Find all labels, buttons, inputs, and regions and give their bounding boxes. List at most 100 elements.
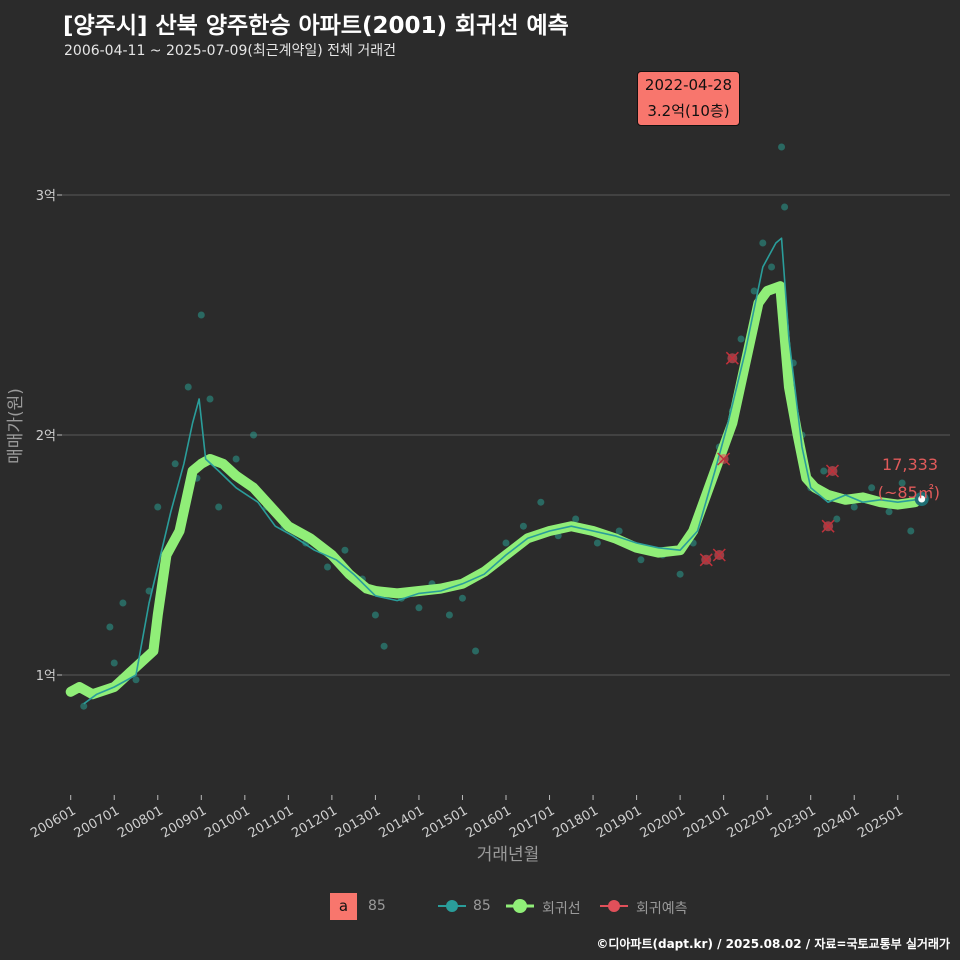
end-point-dot <box>918 495 926 503</box>
scatter-point <box>593 539 601 547</box>
scatter-point <box>80 702 88 710</box>
prediction-cross <box>712 548 726 562</box>
prediction-cross <box>699 553 713 567</box>
footer-credit: ©디아파트(dapt.kr) / 2025.08.02 / 자료=국토교통부 실… <box>596 937 950 951</box>
callout-value: 3.2억(10층) <box>647 102 730 120</box>
prediction-cross <box>821 519 835 533</box>
scatter-point <box>868 484 876 492</box>
scatter-point <box>119 599 127 607</box>
x-tick-label: 201901 <box>594 803 644 841</box>
prediction-cross <box>825 464 840 478</box>
scatter-point <box>324 563 332 571</box>
scatter-point <box>106 623 114 631</box>
scatter-point <box>759 239 767 247</box>
scatter-point <box>850 503 858 511</box>
x-tick-label: 201501 <box>420 803 470 841</box>
legend-a-key: a <box>330 893 357 920</box>
scatter-point <box>750 287 758 295</box>
scatter-point <box>537 498 545 506</box>
scatter-point <box>154 503 162 511</box>
legend-line-label: 85 <box>473 898 491 914</box>
y-tick-label: 1억 <box>36 669 56 684</box>
y-axis-label: 매매가(원) <box>6 388 26 464</box>
legend-icons <box>438 899 628 913</box>
scatter-point <box>898 479 906 487</box>
scatter-point <box>833 515 841 523</box>
x-tick-label: 202301 <box>768 803 818 841</box>
scatter-point <box>502 539 510 547</box>
scatter-point <box>371 611 379 619</box>
x-tick-label: 201601 <box>464 803 514 841</box>
scatter-point <box>737 335 745 343</box>
scatter-point <box>885 508 893 516</box>
scatter-point <box>197 311 205 319</box>
x-tick-label: 202401 <box>812 803 862 841</box>
scatter-point <box>519 522 527 530</box>
average-series <box>83 237 916 705</box>
chart-subtitle: 2006-04-11 ~ 2025-07-09(최근계약일) 전체 거래건 <box>64 43 396 59</box>
regression-series <box>65 281 921 700</box>
legend-prediction-icon <box>608 900 620 912</box>
y-tick-label: 2억 <box>36 429 56 444</box>
x-tick-label: 202001 <box>638 803 688 841</box>
x-tick-label: 202101 <box>681 803 731 841</box>
average-line <box>83 237 916 705</box>
scatter-point <box>820 467 828 475</box>
scatter-point <box>380 642 388 650</box>
scatter-point <box>445 611 453 619</box>
scatter-point <box>250 431 258 439</box>
x-tick-label: 201201 <box>289 803 339 841</box>
chart-title: [양주시] 산북 양주한승 아파트(2001) 회귀선 예측 <box>63 13 569 39</box>
x-tick-label: 201001 <box>202 803 252 841</box>
scatter-point <box>781 203 789 211</box>
end-point <box>914 492 929 507</box>
scatter-point <box>206 395 214 403</box>
scatter-point <box>615 527 623 535</box>
prediction-cross <box>717 452 731 466</box>
x-tick-label: 200701 <box>72 803 122 841</box>
scatter-point <box>232 455 240 463</box>
scatter-point <box>184 383 192 391</box>
scatter-points <box>80 143 915 710</box>
scatter-point <box>132 676 140 684</box>
scatter-point <box>768 263 776 271</box>
legend-a-label: 85 <box>368 898 386 914</box>
callout-date: 2022-04-28 <box>644 76 733 94</box>
scatter-point <box>110 659 118 667</box>
legend-regression-label: 회귀선 <box>542 901 581 917</box>
x-tick-label: 201301 <box>333 803 383 841</box>
x-tick-label: 201401 <box>376 803 426 841</box>
scatter-point <box>215 503 223 511</box>
x-tick-label: 201801 <box>551 803 601 841</box>
scatter-point <box>341 546 349 554</box>
scatter-point <box>637 556 645 564</box>
legend-85-icon <box>446 900 458 912</box>
x-tick-label: 200601 <box>28 803 78 841</box>
legend-prediction-label: 회귀예측 <box>636 901 688 917</box>
grid-lines: 1억 2억 3억 <box>36 189 950 684</box>
prediction-cross <box>725 351 739 365</box>
x-tick-label: 201101 <box>246 803 296 841</box>
legend-regression-icon <box>513 899 527 913</box>
end-value-label: 17,333 <box>882 455 938 474</box>
scatter-point <box>572 515 580 523</box>
scatter-point <box>415 604 423 612</box>
regression-line <box>65 281 921 700</box>
peak-callout: 2022-04-28 3.2억(10층) <box>637 71 740 126</box>
scatter-point <box>778 143 786 151</box>
x-tick-label: 202501 <box>855 803 905 841</box>
x-tick-label: 201701 <box>507 803 557 841</box>
scatter-point <box>907 527 915 535</box>
scatter-point <box>676 570 684 578</box>
scatter-point <box>472 647 480 655</box>
y-tick-label: 3억 <box>36 189 56 204</box>
end-area-label: (~85㎡) <box>878 483 940 502</box>
x-tick-label: 200901 <box>159 803 209 841</box>
prediction-points <box>699 351 840 567</box>
x-axis-label: 거래년월 <box>477 845 540 865</box>
axes: 2006012007012008012009012010012011012012… <box>28 795 906 841</box>
scatter-point <box>171 460 179 468</box>
x-tick-label: 202201 <box>725 803 775 841</box>
x-tick-label: 200801 <box>115 803 165 841</box>
